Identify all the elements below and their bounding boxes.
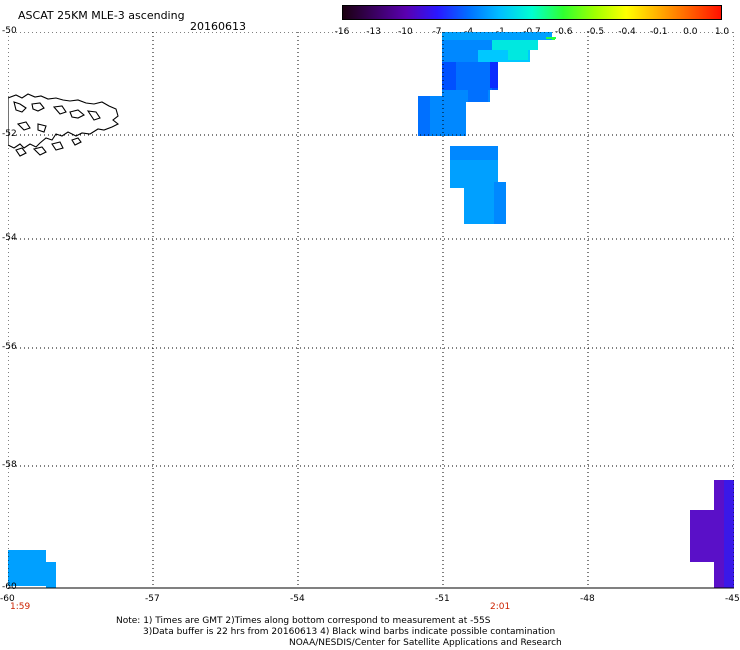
swath-cell [724, 480, 734, 588]
swath-cell [492, 40, 538, 50]
swath-cell [456, 62, 492, 90]
swath-time-label: 1:59 [10, 602, 31, 612]
latitude-label: -50 [2, 26, 17, 36]
longitude-label: -51 [435, 594, 450, 604]
colorbar [342, 5, 722, 20]
note-line-1: Note: 1) Times are GMT 2)Times along bot… [116, 616, 491, 626]
latitude-label: -54 [2, 233, 17, 243]
swath-cell [508, 50, 528, 60]
latitude-label: -56 [2, 342, 17, 352]
colorbar-label: 0.0 [683, 27, 698, 37]
product-title: ASCAT 25KM MLE-3 ascending [18, 9, 185, 22]
map-panel [8, 32, 734, 589]
colorbar-label: -0.6 [554, 27, 573, 37]
longitude-label: -60 [0, 594, 15, 604]
colorbar-label: -16 [334, 27, 350, 37]
date-label: 20160613 [190, 20, 246, 33]
swath-cell [490, 62, 498, 88]
latitude-label: -52 [2, 129, 17, 139]
longitude-label: -54 [290, 594, 305, 604]
swath-cell [546, 37, 556, 39]
colorbar-label: -13 [366, 27, 382, 37]
swath-cell [442, 40, 492, 50]
swath-cell [46, 562, 56, 588]
swath-cell [468, 90, 488, 102]
colorbar-label: -0.1 [649, 27, 668, 37]
note-line-3: NOAA/NESDIS/Center for Satellite Applica… [289, 638, 562, 648]
swath-layer [8, 32, 734, 588]
swath-cell [418, 96, 430, 136]
colorbar-label: 1.0 [714, 27, 730, 37]
longitude-label: -45 [725, 594, 740, 604]
grid-layer [8, 32, 734, 589]
colorbar-label: -0.4 [618, 27, 636, 37]
swath-time-label: 2:01 [490, 602, 511, 612]
coastline-layer [8, 93, 120, 157]
colorbar-label: -0.5 [586, 27, 605, 37]
colorbar-label: -10 [397, 27, 413, 37]
swath-cell [450, 146, 498, 160]
swath-cell [442, 32, 552, 40]
falkland-islands-coastline [8, 93, 120, 157]
note-line-2: 3)Data buffer is 22 hrs from 20160613 4)… [143, 627, 556, 637]
latitude-label: -58 [2, 460, 17, 470]
swath-cell [494, 182, 506, 224]
latitude-label: -60 [2, 582, 17, 592]
longitude-label: -48 [580, 594, 595, 604]
swath-cell [8, 550, 46, 586]
longitude-label: -57 [145, 594, 160, 604]
